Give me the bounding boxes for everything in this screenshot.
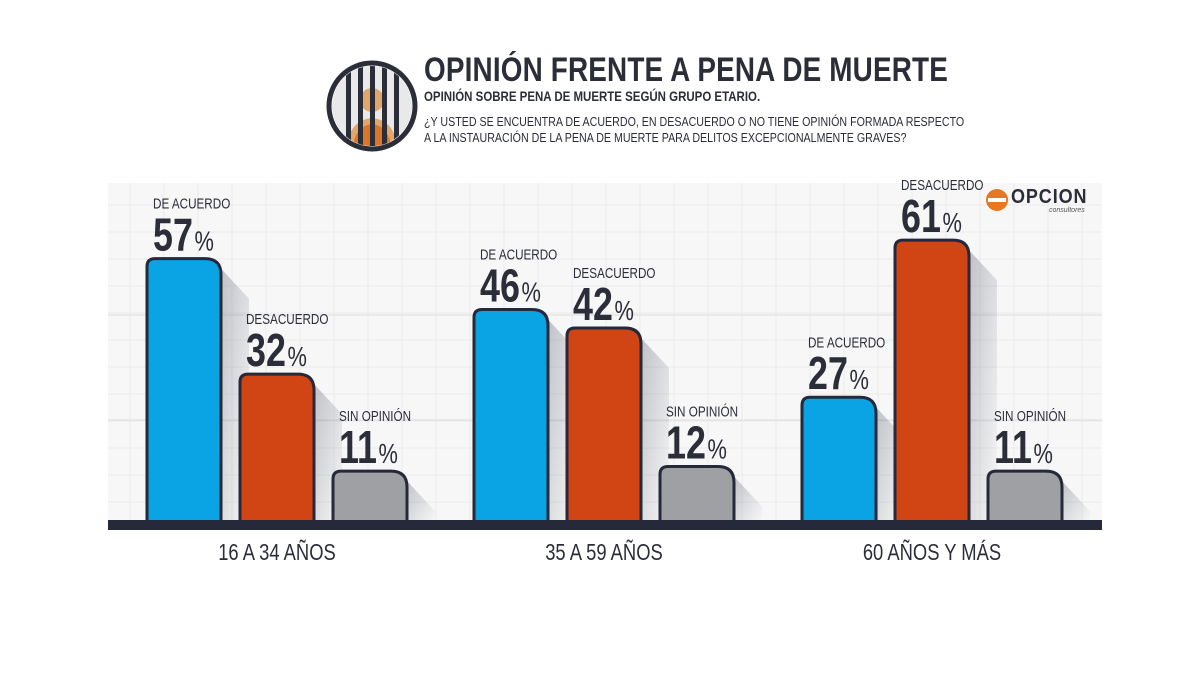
bar-series-label-desacuerdo-2: DESACUERDO [573, 265, 655, 282]
bar-shadow [407, 481, 435, 522]
bar-series-label-desacuerdo-3: DESACUERDO [901, 177, 983, 194]
brand-name: OPCION [1011, 186, 1088, 208]
bar-series-label-de-acuerdo-2: DE ACUERDO [480, 246, 557, 263]
bar-shadow [734, 476, 762, 522]
category-label-1: 16 A 34 AÑOS [218, 539, 336, 566]
bar-de-acuerdo-3 [800, 395, 878, 524]
bar-desacuerdo-3 [893, 238, 971, 524]
bar-series-label-sin-opinion-2: SIN OPINIÓN [666, 403, 738, 420]
bar-desacuerdo-1 [238, 372, 316, 524]
bar-sin-opinion-1 [331, 469, 409, 524]
bar-desacuerdo-2 [565, 326, 643, 524]
bar-series-label-desacuerdo-1: DESACUERDO [246, 311, 328, 328]
category-labels: 16 A 34 AÑOS 35 A 59 AÑOS 60 AÑOS Y MÁS [218, 539, 1001, 566]
survey-question-line-2: A LA INSTAURACIÓN DE LA PENA DE MUERTE P… [424, 130, 907, 145]
bar-series-label-sin-opinion-3: SIN OPINIÓN [994, 408, 1066, 425]
survey-question-line-1: ¿Y USTED SE ENCUENTRA DE ACUERDO, EN DES… [424, 114, 965, 129]
bar-series-label-de-acuerdo-3: DE ACUERDO [808, 334, 885, 351]
bars [145, 238, 1090, 524]
survey-question: ¿Y USTED SE ENCUENTRA DE ACUERDO, EN DES… [424, 114, 964, 146]
bar-series-label-de-acuerdo-1: DE ACUERDO [153, 195, 230, 212]
category-label-2: 35 A 59 AÑOS [545, 539, 663, 566]
chart-title: OPINIÓN FRENTE A PENA DE MUERTE [424, 51, 949, 89]
category-label-3: 60 AÑOS Y MÁS [863, 539, 1001, 566]
brand-mark-icon [986, 189, 1008, 211]
baseline-axis [108, 520, 1102, 530]
bar-sin-opinion-3 [986, 469, 1064, 524]
chart-subtitle: OPINIÓN SOBRE PENA DE MUERTE SEGÚN GRUPO… [424, 88, 761, 104]
prisoner-behind-bars-icon [326, 60, 418, 152]
bar-de-acuerdo-1 [145, 257, 223, 524]
chart-header: OPINIÓN FRENTE A PENA DE MUERTE OPINIÓN … [326, 52, 964, 162]
brand-logo: OPCION consultores [985, 186, 1103, 216]
bar-shadow [1062, 481, 1090, 522]
bar-series-label-sin-opinion-1: SIN OPINIÓN [339, 408, 411, 425]
bar-de-acuerdo-2 [472, 307, 550, 524]
bar-sin-opinion-2 [658, 465, 736, 524]
bar-value-label-de-acuerdo-1: 57% [153, 209, 214, 260]
bar-shadow [969, 250, 997, 522]
brand-subtitle: consultores [1049, 207, 1085, 214]
